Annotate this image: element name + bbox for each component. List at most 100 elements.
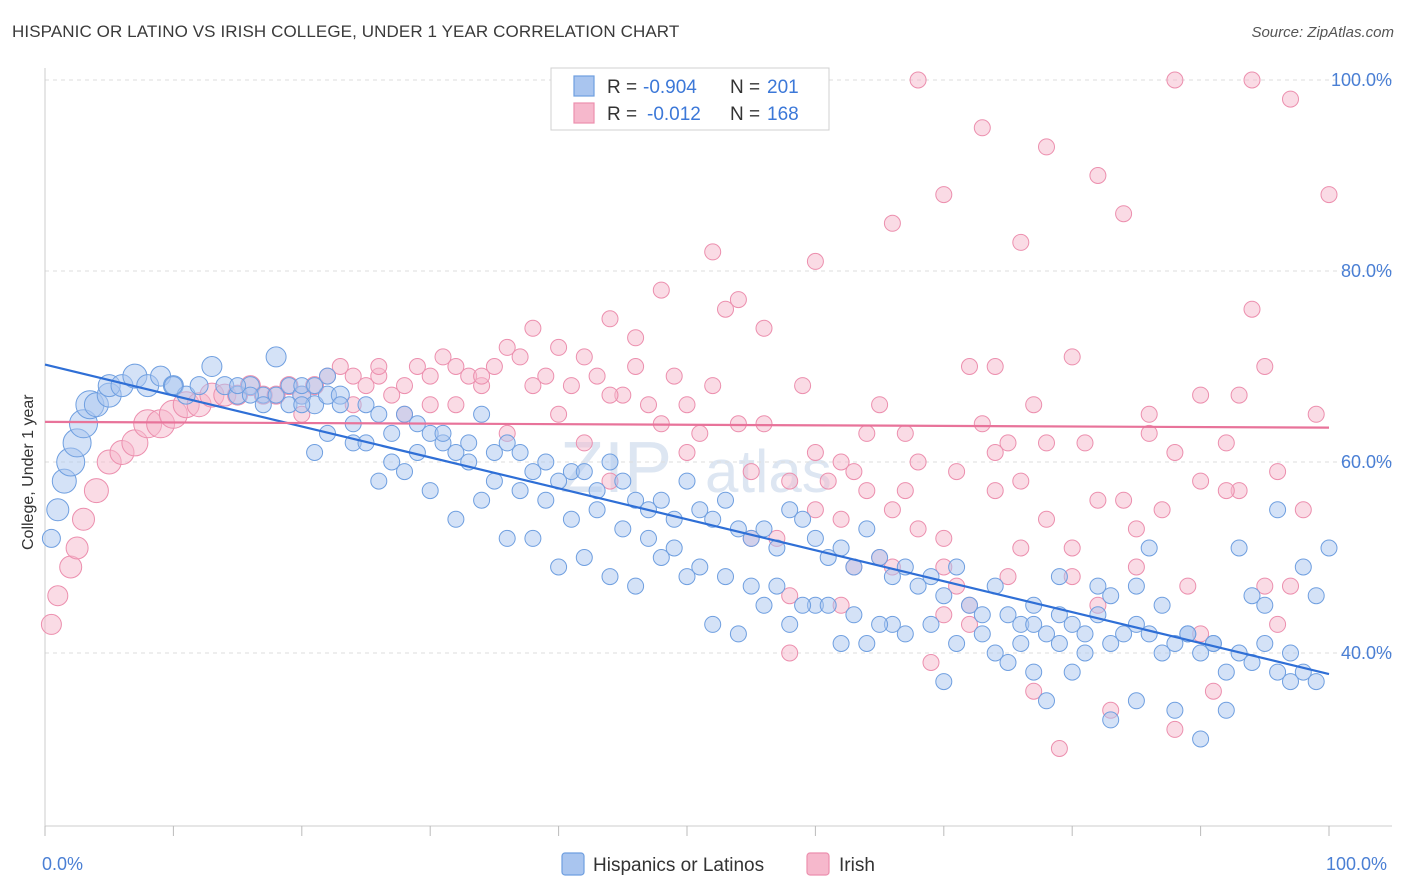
irish-point [845,463,863,481]
hispanic-point [575,549,593,566]
hispanic-point [909,577,927,595]
hispanic-point [665,510,683,528]
irish-point [1115,491,1133,509]
hispanic-point [1102,711,1120,729]
hispanic-point [1025,615,1043,633]
hispanic-point [1063,615,1081,633]
hispanic-point [1102,635,1120,652]
hispanic-point [265,346,287,368]
irish-point [909,520,927,538]
irish-point [806,501,824,519]
irish-point [1140,424,1158,442]
hispanic-point [1127,577,1145,595]
irish-point [1179,577,1197,595]
hispanic-point [447,510,465,528]
irish-point [1038,434,1055,452]
irish-point [755,319,773,337]
hispanic-point [498,434,516,452]
y-axis-title: College, Under 1 year [20,394,37,550]
irish-point [588,367,606,385]
irish-point [1166,720,1184,738]
hispanic-point [717,491,734,509]
hispanic-point [781,615,799,633]
irish-point [1217,434,1235,452]
irish-point [1243,71,1261,89]
hispanic-point [1282,644,1299,662]
hispanic-point [1063,663,1081,681]
irish-point [640,396,657,414]
irish-point [935,529,953,547]
irish-point [678,396,696,414]
hispanic-point [1192,644,1210,662]
hispanic-point [293,396,311,414]
irish-points [40,71,1338,757]
hispanic-point [524,529,542,547]
irish-point [871,396,889,414]
hispanic-point [1294,558,1312,576]
hispanic-point [652,549,670,566]
irish-point [1307,405,1325,423]
irish-point [1140,405,1158,423]
irish-point [601,310,619,328]
irish-point [83,478,109,504]
irish-point [678,444,696,461]
irish-point [1269,463,1287,481]
hispanic-point [1012,635,1030,652]
legend-r-label-2: R = [607,104,637,125]
irish-point [909,453,927,471]
irish-point [627,329,645,347]
irish-point [344,367,362,385]
hispanic-point [601,453,619,471]
x-tick-label-min: 0.0% [42,854,83,874]
hispanic-point [1307,673,1325,691]
hispanic-point [1217,663,1235,681]
irish-point [832,453,850,471]
hispanic-point [755,596,773,614]
irish-point [729,291,747,309]
irish-point [485,358,503,375]
hispanic-point [768,577,786,595]
irish-point [408,358,426,375]
irish-point [1012,472,1030,490]
hispanic-point [935,673,953,691]
hispanic-point [1256,596,1274,614]
irish-point [1127,558,1145,576]
hispanic-point [46,498,70,522]
irish-point [627,358,645,375]
hispanic-point [331,396,349,414]
irish-point [948,463,966,481]
hispanic-point [627,491,645,509]
irish-point [383,386,401,404]
irish-point [1038,138,1055,156]
hispanic-point [858,635,876,652]
x-tick-label-max: 100.0% [1326,854,1387,874]
irish-point [447,358,465,375]
hispanic-point [485,444,503,461]
irish-point [1192,472,1210,490]
irish-point [396,377,413,395]
irish-point [72,507,95,531]
irish-point [794,377,812,395]
hispanic-point [1038,625,1055,643]
irish-point [601,386,619,404]
irish-point [1127,520,1145,538]
hispanic-point [948,635,966,652]
hispanic-point [806,529,824,547]
hispanic-point [1166,635,1184,652]
hispanic-point [537,491,555,509]
hispanic-point [871,615,889,633]
bottom-legend: Hispanics or Latinos Irish [561,852,875,876]
irish-point [1153,501,1171,519]
irish-point [961,615,978,633]
irish-point [550,338,568,356]
hispanic-point [1076,625,1094,643]
hispanic-point [241,386,259,404]
irish-point [961,358,978,375]
irish-point [575,434,593,452]
irish-point [40,613,62,635]
hispanic-point [678,472,696,490]
hispanic-point [1269,501,1287,519]
y-tick-label: 80.0% [1341,261,1392,281]
hispanic-point [1153,596,1171,614]
legend-swatch-pink [573,102,595,124]
